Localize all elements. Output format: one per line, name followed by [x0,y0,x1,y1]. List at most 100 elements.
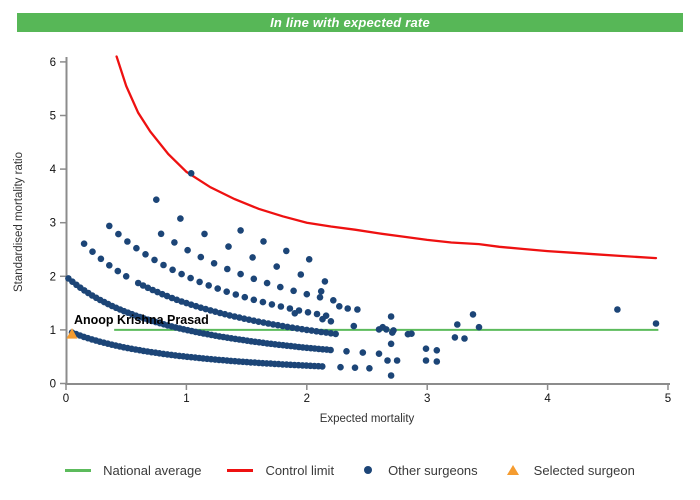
surgeon-point[interactable] [124,238,131,245]
surgeon-point[interactable] [384,357,391,364]
surgeon-point[interactable] [291,310,299,317]
surgeon-point[interactable] [379,323,387,331]
surgeon-point[interactable] [260,238,267,245]
surgeon-point[interactable] [250,296,258,304]
surgeon-point[interactable] [321,278,329,285]
surgeon-point[interactable] [259,298,267,306]
surgeon-point[interactable] [327,318,335,325]
surgeon-point[interactable] [475,323,483,331]
surgeon-point[interactable] [153,196,160,203]
surgeon-point[interactable] [422,345,430,353]
surgeon-point[interactable] [286,305,294,312]
surgeon-point[interactable] [354,306,361,313]
surgeon-point[interactable] [652,320,660,327]
surgeon-point[interactable] [297,271,305,278]
surgeon-point[interactable] [184,246,191,254]
surgeon-point[interactable] [277,283,284,291]
surgeon-point[interactable] [133,244,140,252]
surgeon-point[interactable] [122,273,130,280]
surgeon-point[interactable] [169,266,176,274]
surgeon-point[interactable] [350,322,358,330]
surgeon-point[interactable] [197,253,205,261]
surgeon-point[interactable] [171,239,178,246]
selected-surgeon-marker[interactable] [66,328,78,339]
surgeon-point[interactable] [114,267,122,275]
surgeon-point[interactable] [157,230,165,238]
surgeon-point[interactable] [393,357,401,364]
surgeon-point[interactable] [433,358,441,365]
surgeon-point[interactable] [389,329,396,336]
surgeon-point[interactable] [268,301,276,308]
surgeon-point[interactable] [210,260,218,267]
surgeon-point[interactable] [387,372,395,379]
surgeon-point[interactable] [223,288,230,296]
surgeon-point[interactable] [160,261,167,269]
surgeon-point[interactable] [614,306,621,313]
surgeon-point[interactable] [433,347,441,354]
surgeon-point[interactable] [366,365,373,372]
funnel-plot[interactable]: 0 1 2 3 4 5 0 1 2 3 4 5 6 Expected mortality Standardi… [0,36,700,446]
surgeon-point[interactable] [187,170,195,177]
surgeon-point[interactable] [214,285,221,292]
surgeon-point[interactable] [263,279,271,287]
surgeon-point[interactable] [330,297,337,304]
surgeon-point[interactable] [249,254,256,261]
surgeon-point[interactable] [205,282,212,289]
surgeon-point[interactable] [317,328,325,336]
surgeon-point[interactable] [461,335,468,342]
surgeon-point[interactable] [225,243,232,250]
surgeon-point[interactable] [451,334,459,341]
surgeon-point[interactable] [283,247,290,255]
surgeon-point[interactable] [344,305,352,312]
surgeon-point[interactable] [387,340,395,348]
surgeon-point[interactable] [336,303,343,310]
surgeon-point[interactable] [359,349,367,356]
surgeon-point[interactable] [237,270,244,278]
surgeon-point[interactable] [319,363,326,370]
surgeon-point[interactable] [97,255,105,263]
surgeon-point[interactable] [151,256,158,264]
surgeon-point[interactable] [106,262,113,269]
surgeon-point[interactable] [187,274,194,282]
surgeon-point[interactable] [304,309,312,316]
surgeon-point[interactable] [351,364,359,372]
surgeon-point[interactable] [375,350,383,358]
surgeon-point[interactable] [142,251,149,258]
surgeon-point[interactable] [327,330,335,337]
surgeon-point[interactable] [89,248,96,255]
surgeon-point[interactable] [313,310,321,318]
surgeon-point[interactable] [134,279,142,287]
surgeon-point[interactable] [422,357,430,364]
surgeon-point[interactable] [454,321,461,328]
surgeon-point[interactable] [178,270,185,278]
surgeon-point[interactable] [303,290,311,298]
surgeon-point[interactable] [224,265,231,273]
surgeon-point[interactable] [277,303,285,310]
surgeon-point[interactable] [469,311,477,318]
surgeon-point[interactable] [317,288,325,295]
surgeon-point[interactable] [316,294,324,301]
surgeon-point[interactable] [327,346,334,354]
surgeon-point[interactable] [332,330,340,338]
surgeon-point[interactable] [196,278,203,286]
surgeon-point[interactable] [250,275,258,283]
surgeon-point[interactable] [177,215,184,222]
surgeon-point[interactable] [337,363,344,371]
surgeon-point[interactable] [319,315,326,323]
surgeon-point[interactable] [201,230,208,238]
x-tick-label: 1 [183,393,189,405]
surgeon-point[interactable] [241,293,249,301]
surgeon-point[interactable] [106,222,113,230]
surgeon-point[interactable] [290,287,297,295]
surgeon-point[interactable] [408,330,415,338]
surgeon-point[interactable] [305,255,313,263]
surgeon-point[interactable] [232,291,240,298]
surgeon-point[interactable] [284,323,291,331]
surgeon-point[interactable] [387,313,395,320]
surgeon-point[interactable] [115,230,122,238]
surgeon-point[interactable] [343,348,350,355]
surgeon-point[interactable] [273,263,281,270]
surgeon-point[interactable] [80,240,88,247]
surgeon-point[interactable] [255,318,262,326]
surgeon-point[interactable] [237,227,244,234]
